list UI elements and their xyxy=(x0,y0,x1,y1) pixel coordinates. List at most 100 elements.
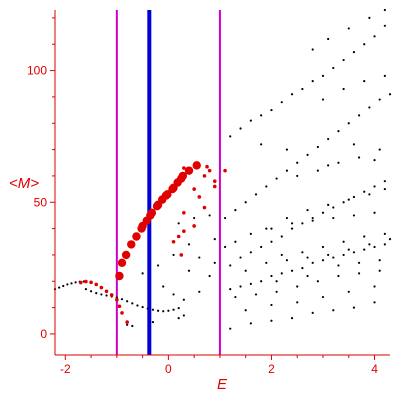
data-point-black xyxy=(383,232,386,235)
data-point-black xyxy=(66,283,69,286)
data-point-black xyxy=(327,137,330,141)
data-point-black xyxy=(141,272,144,275)
x-tick-label: 2 xyxy=(268,362,275,376)
data-point-black xyxy=(290,93,294,96)
data-point-black xyxy=(306,274,309,278)
data-point-black xyxy=(332,206,335,209)
data-point-red-small xyxy=(179,253,184,257)
data-point-black xyxy=(229,135,232,138)
data-point-black xyxy=(58,286,61,289)
data-point-black xyxy=(352,143,356,146)
data-point-black xyxy=(177,222,180,225)
data-point-black xyxy=(352,51,356,54)
data-points xyxy=(53,8,392,330)
data-point-black xyxy=(172,308,175,311)
data-point-red-small xyxy=(202,174,207,178)
data-point-black xyxy=(270,240,273,243)
data-point-black xyxy=(301,222,304,225)
data-point-black xyxy=(316,145,319,149)
data-point-black xyxy=(368,106,371,109)
data-point-black xyxy=(213,238,216,241)
data-point-black xyxy=(368,243,371,246)
data-point-black xyxy=(162,310,165,313)
data-point-black xyxy=(378,259,381,262)
data-point-red-small xyxy=(223,168,227,173)
data-point-black xyxy=(136,304,139,307)
data-point-red-small xyxy=(212,179,217,183)
data-point-black xyxy=(347,290,350,293)
data-point-black xyxy=(352,195,356,199)
data-point-black xyxy=(254,193,258,196)
data-point-black xyxy=(290,222,294,225)
data-point-black xyxy=(342,58,345,62)
data-point-black xyxy=(244,201,247,204)
data-point-black xyxy=(301,266,304,270)
data-point-black xyxy=(120,298,124,301)
data-point-black xyxy=(352,306,356,309)
data-point-red-large xyxy=(177,174,186,183)
data-point-black xyxy=(332,216,335,220)
data-point-black xyxy=(347,198,350,201)
data-point-black xyxy=(260,245,263,249)
data-point-black xyxy=(223,245,227,249)
data-point-red-small xyxy=(117,304,122,309)
data-point-black xyxy=(301,251,304,254)
data-point-black xyxy=(321,295,325,299)
data-point-black xyxy=(270,303,273,307)
data-point-black xyxy=(229,264,232,267)
data-point-black xyxy=(383,243,386,246)
data-point-black xyxy=(285,148,289,151)
x-axis-title: E xyxy=(217,376,228,393)
data-point-red-large xyxy=(115,271,124,281)
data-point-black xyxy=(383,180,386,183)
data-point-black xyxy=(270,108,273,112)
data-point-black xyxy=(321,245,325,249)
data-point-black xyxy=(182,314,185,317)
data-point-black xyxy=(388,238,392,241)
data-point-black xyxy=(70,282,73,285)
data-point-black xyxy=(363,80,366,83)
data-point-black xyxy=(368,193,371,196)
data-point-black xyxy=(193,216,196,220)
data-point-black xyxy=(321,259,325,262)
data-point-black xyxy=(265,261,268,264)
data-point-black xyxy=(280,253,283,257)
data-point-black xyxy=(260,114,263,117)
data-point-black xyxy=(342,253,345,257)
data-point-black xyxy=(249,119,252,122)
data-point-black xyxy=(383,74,386,77)
data-point-black xyxy=(249,251,252,254)
data-point-black xyxy=(327,164,330,167)
data-point-black xyxy=(311,216,314,220)
data-point-black xyxy=(352,214,356,217)
data-point-black xyxy=(332,309,335,312)
data-point-black xyxy=(327,253,330,257)
data-point-red-small xyxy=(197,195,202,199)
data-point-black xyxy=(239,256,242,259)
data-point-red-large xyxy=(117,258,127,268)
data-point-black xyxy=(337,274,340,278)
data-point-black xyxy=(311,219,314,222)
data-point-black xyxy=(363,235,366,238)
data-point-black xyxy=(373,285,376,288)
data-point-black xyxy=(223,216,227,220)
data-point-black xyxy=(373,159,376,162)
data-point-black xyxy=(290,317,294,320)
data-point-black xyxy=(321,74,325,77)
data-point-black xyxy=(270,319,273,322)
data-point-black xyxy=(342,240,345,243)
data-point-black xyxy=(388,93,392,96)
data-point-red-large xyxy=(169,183,178,192)
data-point-black xyxy=(275,280,278,283)
data-point-red-small xyxy=(182,210,186,215)
data-point-black xyxy=(357,114,361,117)
data-point-red-small xyxy=(84,279,88,284)
data-point-black xyxy=(249,232,252,235)
data-point-black xyxy=(378,269,381,272)
data-point-red-small xyxy=(171,239,176,244)
data-point-black xyxy=(357,261,361,264)
data-point-red-large xyxy=(132,232,141,241)
data-point-black xyxy=(167,309,170,312)
data-point-black xyxy=(357,156,361,159)
data-point-black xyxy=(172,253,175,257)
